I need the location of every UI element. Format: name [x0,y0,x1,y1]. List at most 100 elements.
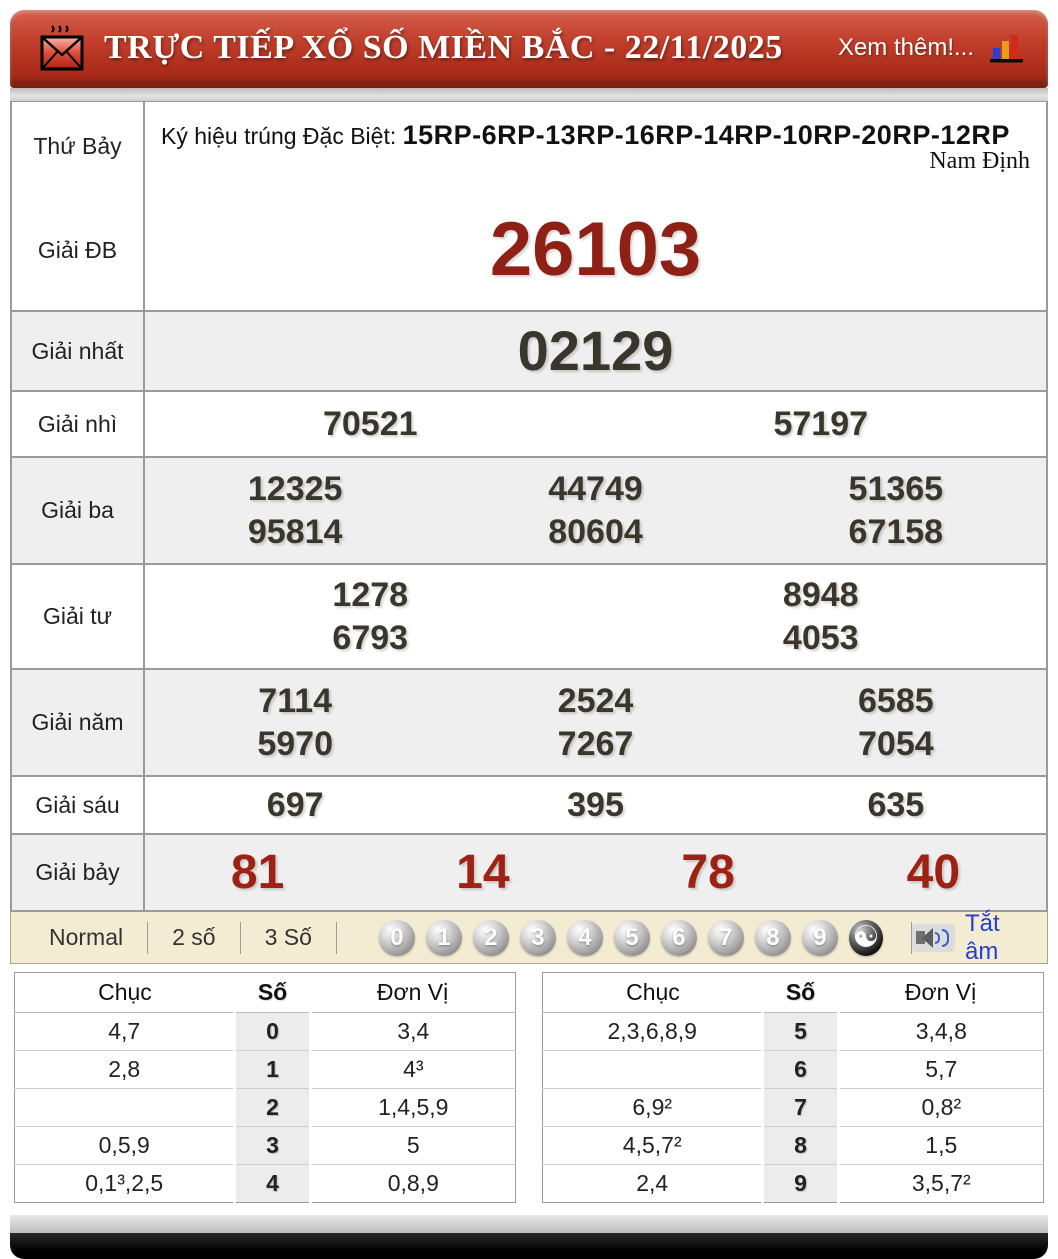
stats-row: 2,4 9 3,5,7² [543,1164,1044,1203]
mode-3-số[interactable]: 3 Số [264,924,312,950]
ball-4[interactable]: 4 [566,919,603,956]
prize-number: 14 [456,845,510,899]
footer-divider-strip [10,1215,1048,1233]
page-title: TRỰC TIẾP XỔ SỐ MIỀN BẮC - 22/11/2025 [104,29,783,66]
ball-3[interactable]: 3 [519,919,556,956]
mode-normal[interactable]: Normal [49,924,124,950]
province-name: Nam Định [929,148,1030,174]
ball-9[interactable]: 9 [801,919,838,956]
prize-number: 7267 [557,724,634,763]
hot-mail-icon [40,25,84,71]
results-table: Thứ Bảy Ký hiệu trúng Đặc Biệt: 15RP-6RP… [10,101,1048,912]
prize-number: 78 [681,845,735,899]
stats-cell-donvi: 1,5 [838,1126,1044,1165]
mute-button[interactable]: Tắt âm [912,910,1033,966]
ball-2[interactable]: 2 [472,919,509,956]
ball-1[interactable]: 1 [425,919,462,956]
stats-cell-so: 1 [233,1050,312,1089]
draw-info-row: Thứ Bảy Ký hiệu trúng Đặc Biệt: 15RP-6RP… [12,102,1046,190]
prize-number: 02129 [517,319,674,382]
stats-cell-chuc: 2,4 [636,1170,669,1196]
prize-row-giai-ba: Giải ba 12325 44749 51365 95814 80604 67158 [12,456,1046,563]
prize-row-giai-nam: Giải năm 7114 2524 6585 5970 7267 7054 [12,668,1046,775]
lottery-widget: TRỰC TIẾP XỔ SỐ MIỀN BẮC - 22/11/2025 Xe… [10,10,1048,1259]
prize-number: 6585 [858,682,934,720]
stats-cell-so: 8 [761,1126,840,1165]
stats-header-so: Số [234,972,311,1013]
prize-label-giai-nam: Giải năm [12,670,145,775]
stats-cell-donvi: 3,4,8 [838,1012,1044,1051]
stats-cell-donvi: 3,4 [310,1012,516,1051]
stats-cell-donvi: 5 [310,1126,516,1165]
prize-number: 26103 [489,207,702,293]
stats-cell-so: 6 [761,1050,840,1089]
stats-header-donvi: Đơn Vị [838,972,1044,1013]
stats-header-chuc: Chục [542,972,763,1013]
prize-number: 2524 [557,682,634,720]
stats-cell-so: 5 [761,1012,840,1051]
ball-6[interactable]: 6 [660,919,697,956]
mode-switcher: Normal 2 số 3 Số [25,921,337,954]
prize-number: 697 [266,785,324,824]
prize-number: 40 [906,845,961,899]
stats-cell-donvi: 3,5,7² [911,1170,971,1196]
ball-0[interactable]: 0 [378,919,415,956]
prize-label-giai-sau: Giải sáu [12,777,145,833]
bar-chart-icon[interactable] [990,32,1026,64]
stats-row: 0,5,9 3 5 [14,1126,516,1165]
prize-number: 635 [867,785,925,824]
stats-row: 6 5,7 [542,1050,1044,1089]
stats-cell-chuc: 6,9² [542,1088,763,1127]
prize-number: 70521 [322,404,418,443]
ball-7[interactable]: 7 [707,919,744,956]
stats-row: 0,1³,2,5 4 0,8,9 [15,1164,516,1203]
prize-label-giai-tu: Giải tư [12,565,145,668]
stats-row: 4,5,7² 8 1,5 [542,1126,1044,1165]
prize-row-giai-nhat: Giải nhất 02129 [12,310,1046,390]
stats-row: 2,3,6,8,9 5 3,4,8 [542,1012,1044,1051]
stats-cell-so: 7 [761,1088,840,1127]
stats-header-chuc: Chục [14,972,235,1013]
stats-cell-chuc: 4,5,7² [542,1126,763,1165]
prize-row-giai-bay: Giải bảy 81 14 78 40 [12,833,1046,910]
stats-cell-so: 0 [233,1012,312,1051]
see-more-link[interactable]: Xem thêm!... [837,34,974,61]
prize-row-giai-sau: Giải sáu 697 395 635 [12,775,1046,833]
prize-label-giai-ba: Giải ba [12,458,145,563]
stats-row: 4,7 0 3,4 [14,1012,516,1051]
prize-label-giai-bay: Giải bảy [12,835,145,910]
prize-number: 1278 [332,576,409,614]
symbol-label: Ký hiệu trúng Đặc Biệt: [161,123,403,149]
stats-header-so: Số [762,972,839,1013]
prize-number: 67158 [848,512,944,551]
digit-stats: Chục Số Đơn Vị 4,7 0 3,4 2,8 1 4³ 2 1,4,5,9 0,5,… [14,972,1044,1203]
stats-cell-chuc: 0,5,9 [14,1126,235,1165]
prize-number: 51365 [848,470,944,508]
speaker-icon [912,923,955,952]
header-divider-strip [10,88,1048,101]
mode-2-số[interactable]: 2 số [172,924,216,950]
mute-label: Tắt âm [965,909,1000,965]
prize-number: 5970 [257,724,333,763]
stats-header-donvi: Đơn Vị [310,972,516,1013]
header-bar: TRỰC TIẾP XỔ SỐ MIỀN BẮC - 22/11/2025 Xe… [10,10,1048,88]
stats-cell-donvi: 0,8,9 [387,1170,439,1196]
stats-table-right: Chục Số Đơn Vị 2,3,6,8,9 5 3,4,8 6 5,7 6,9² 7 0… [542,972,1044,1203]
prize-number: 44749 [548,470,643,508]
prize-number: 395 [567,785,624,824]
prize-number: 95814 [247,512,343,551]
stats-cell-so: 4 [233,1164,312,1203]
ball-5[interactable]: 5 [613,919,650,956]
yinyang-ball[interactable]: ☯ [848,919,884,956]
stats-cell-chuc [542,1050,763,1089]
prize-row-giai-db: Giải ĐB 26103 [12,190,1046,310]
stats-row: 2,8 1 4³ [14,1050,516,1089]
stats-row: 6,9² 7 0,8² [542,1088,1044,1127]
stats-cell-chuc: 2,3,6,8,9 [542,1012,763,1051]
ball-8[interactable]: 8 [754,919,791,956]
footer-bar [10,1233,1048,1259]
prize-label-giai-nhat: Giải nhất [12,312,145,390]
special-symbol-info: Ký hiệu trúng Đặc Biệt: 15RP-6RP-13RP-16… [145,102,1046,190]
